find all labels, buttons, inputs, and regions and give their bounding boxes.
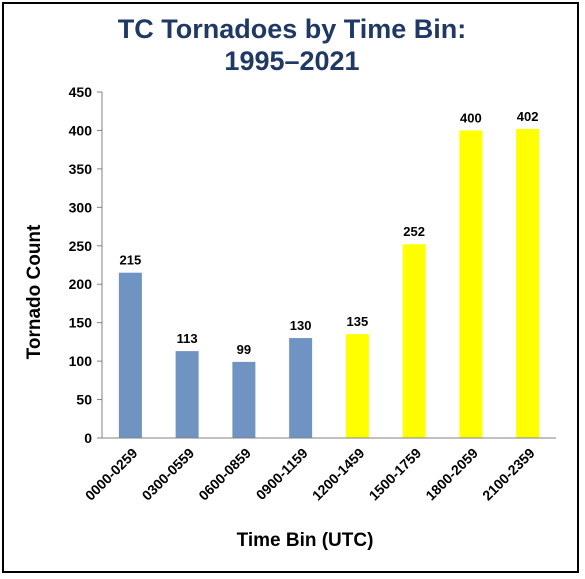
bar-0000-0259 — [118, 272, 142, 438]
data-label-1800-2059: 400 — [460, 110, 482, 125]
y-tick-label: 450 — [69, 84, 93, 100]
y-tick-label: 0 — [84, 430, 92, 446]
data-label-2100-2359: 402 — [517, 109, 539, 124]
y-axis-ticks: 0 50 100 150 200 250 300 350 400 450 — [69, 84, 102, 446]
x-category-label: 2100-2359 — [479, 445, 538, 504]
bar-1200-1459 — [345, 334, 369, 438]
y-tick-label: 400 — [69, 122, 93, 138]
x-category-label: 1500-1759 — [366, 445, 425, 504]
y-tick-label: 200 — [69, 276, 93, 292]
bars — [118, 128, 540, 438]
x-axis-title: Time Bin (UTC) — [237, 530, 374, 551]
x-category-label: 0900-1159 — [253, 445, 311, 503]
y-tick-label: 350 — [69, 161, 93, 177]
x-category-label: 1800-2059 — [422, 445, 481, 504]
data-label-0300-0559: 113 — [177, 331, 198, 346]
y-tick-label: 150 — [69, 315, 93, 331]
bar-0900-1159 — [289, 338, 313, 438]
chart-title-line-2: 1995–2021 — [224, 46, 359, 76]
data-label-1500-1759: 252 — [403, 224, 425, 239]
x-category-label: 0000-0259 — [82, 445, 141, 504]
y-axis-title: Tornado Count — [24, 224, 45, 359]
x-axis-category-labels: 0000-02590300-05590600-08590900-11591200… — [82, 445, 538, 504]
y-tick-label: 100 — [69, 353, 93, 369]
data-label-0600-0859: 99 — [237, 342, 251, 357]
bar-1800-2059 — [459, 130, 483, 438]
chart-title-line-1: TC Tornadoes by Time Bin: — [118, 14, 467, 44]
data-label-1200-1459: 135 — [347, 314, 369, 329]
bar-0600-0859 — [232, 361, 256, 438]
y-tick-label: 300 — [69, 199, 93, 215]
data-label-0900-1159: 130 — [290, 318, 312, 333]
chart-frame — [2, 2, 579, 573]
y-tick-label: 50 — [76, 392, 92, 408]
bar-2100-2359 — [516, 128, 540, 438]
data-label-0000-0259: 215 — [120, 253, 142, 268]
bar-1500-1759 — [402, 244, 426, 438]
bar-0300-0559 — [175, 351, 199, 438]
x-category-label: 0300-0559 — [139, 445, 198, 504]
y-tick-label: 250 — [69, 238, 93, 254]
x-category-label: 1200-1459 — [309, 445, 368, 504]
data-labels: 215 113 99 130 135 252 400 402 — [120, 109, 539, 357]
x-category-label: 0600-0859 — [195, 445, 254, 504]
